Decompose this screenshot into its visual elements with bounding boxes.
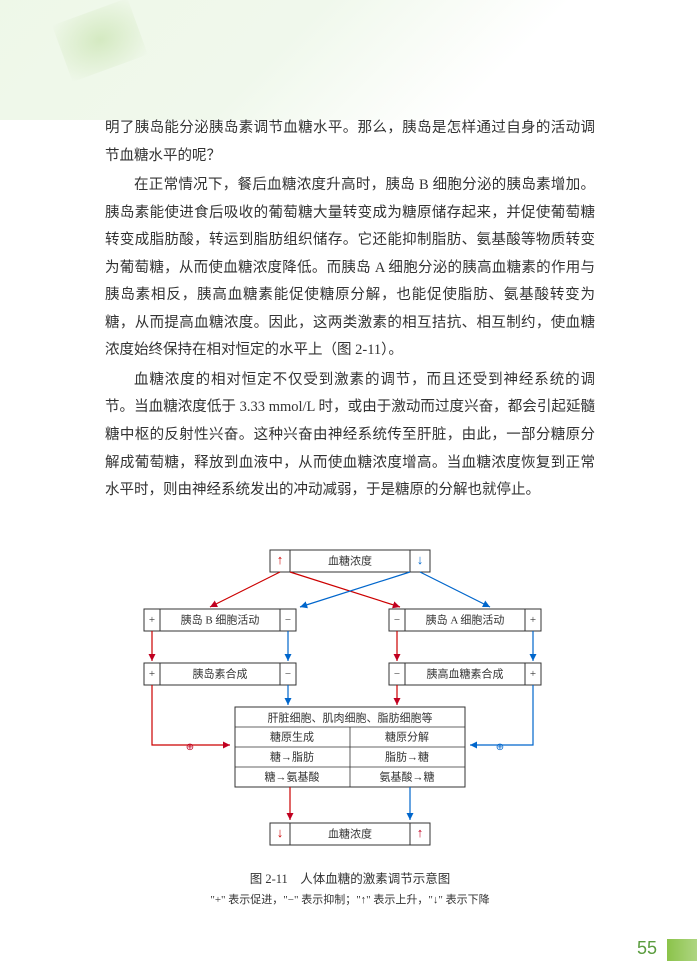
main-text: 明了胰岛能分泌胰岛素调节血糖水平。那么，胰岛是怎样通过自身的活动调节血糖水平的呢… [105, 115, 595, 507]
page-bar [667, 939, 697, 961]
svg-text:+: + [530, 614, 536, 626]
svg-text:+: + [149, 614, 155, 626]
bottom-glucose-label: 血糖浓度 [328, 827, 372, 841]
paragraph-0: 明了胰岛能分泌胰岛素调节血糖水平。那么，胰岛是怎样通过自身的活动调节血糖水平的呢… [105, 115, 595, 170]
arrow-top-right [420, 572, 490, 607]
arrow-top-cross-l [300, 572, 410, 607]
paragraph-2: 血糖浓度的相对恒定不仅受到激素的调节，而且还受到神经系统的调节。当血糖浓度低于 … [105, 367, 595, 505]
svg-text:−: − [394, 668, 400, 680]
arrow-top-left [210, 572, 280, 607]
arrow-top-cross-r [290, 572, 400, 607]
down-sign: ↓ [417, 552, 424, 567]
svg-text:糖→氨基酸: 糖→氨基酸 [265, 770, 320, 784]
page-number: 55 [637, 938, 657, 959]
arrow-glu-eff [470, 685, 533, 745]
svg-text:糖原生成: 糖原生成 [270, 730, 314, 744]
arrow-ins-eff [152, 685, 230, 745]
hormone-diagram: 血糖浓度 ↑ ↓ 胰岛 B 细胞活动 + − 胰岛 A 细胞活动 − + 胰岛素… [130, 545, 570, 865]
caption-legend: "+" 表示促进，"−" 表示抑制；"↑" 表示上升，"↓" 表示下降 [105, 891, 595, 907]
caption-title: 图 2-11 人体血糖的激素调节示意图 [105, 868, 595, 887]
up-sign: ↑ [277, 552, 284, 567]
svg-text:氨基酸→糖: 氨基酸→糖 [380, 770, 435, 784]
a-cell-label: 胰岛 A 细胞活动 [426, 613, 505, 627]
svg-text:−: − [394, 614, 400, 626]
svg-text:↓: ↓ [277, 825, 284, 840]
glucagon-label: 胰高血糖素合成 [427, 667, 504, 681]
svg-text:−: − [285, 614, 291, 626]
leaf-background [0, 0, 697, 120]
svg-text:糖→脂肪: 糖→脂肪 [270, 750, 314, 764]
svg-text:脂肪→糖: 脂肪→糖 [385, 750, 429, 764]
top-glucose-label: 血糖浓度 [328, 554, 372, 568]
svg-text:⊕: ⊕ [496, 742, 504, 753]
effector-title: 肝脏细胞、肌肉细胞、脂肪细胞等 [268, 711, 433, 725]
svg-text:↑: ↑ [417, 825, 424, 840]
svg-text:+: + [530, 668, 536, 680]
paragraph-1: 在正常情况下，餐后血糖浓度升高时，胰岛 B 细胞分泌的胰岛素增加。胰岛素能使进食… [105, 172, 595, 365]
svg-text:−: − [285, 668, 291, 680]
svg-text:⊕: ⊕ [186, 742, 194, 753]
figure-caption: 图 2-11 人体血糖的激素调节示意图 "+" 表示促进，"−" 表示抑制；"↑… [105, 868, 595, 907]
svg-text:糖原分解: 糖原分解 [385, 730, 429, 744]
insulin-label: 胰岛素合成 [193, 667, 248, 681]
b-cell-label: 胰岛 B 细胞活动 [181, 613, 260, 627]
svg-text:+: + [149, 668, 155, 680]
